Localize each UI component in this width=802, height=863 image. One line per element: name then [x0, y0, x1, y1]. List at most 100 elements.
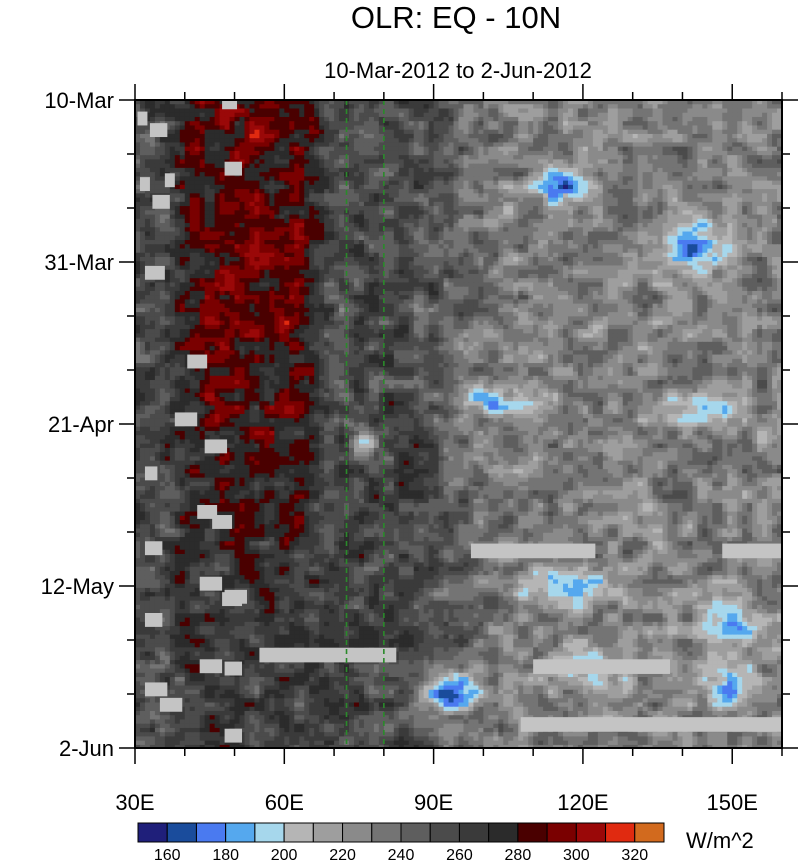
- heatmap-cell: [757, 151, 763, 156]
- heatmap-cell: [274, 219, 280, 224]
- heatmap-cell: [384, 219, 390, 224]
- heatmap-cell: [384, 261, 390, 266]
- heatmap-cell: [215, 121, 221, 126]
- heatmap-cell: [568, 198, 574, 203]
- heatmap-cell: [677, 142, 683, 147]
- heatmap-cell: [677, 185, 683, 190]
- heatmap-cell: [220, 219, 226, 224]
- heatmap-cell: [324, 198, 330, 203]
- heatmap-cell: [658, 206, 664, 211]
- heatmap-cell: [279, 223, 285, 228]
- heatmap-cell: [459, 244, 465, 249]
- heatmap-cell: [742, 193, 748, 198]
- heatmap-cell: [274, 206, 280, 211]
- heatmap-cell: [354, 147, 360, 152]
- heatmap-cell: [687, 193, 693, 198]
- heatmap-cell: [463, 108, 469, 113]
- heatmap-cell: [677, 253, 683, 258]
- heatmap-cell: [668, 147, 674, 152]
- heatmap-cell: [160, 223, 166, 228]
- heatmap-cell: [722, 117, 728, 122]
- heatmap-cell: [394, 240, 400, 245]
- heatmap-cell: [583, 198, 589, 203]
- heatmap-cell: [523, 244, 529, 249]
- heatmap-cell: [648, 210, 654, 215]
- heatmap-cell: [503, 202, 509, 207]
- heatmap-cell: [697, 210, 703, 215]
- heatmap-cell: [513, 147, 519, 152]
- heatmap-cell: [190, 168, 196, 173]
- heatmap-cell: [294, 227, 300, 232]
- heatmap-cell: [737, 155, 743, 160]
- heatmap-cell: [384, 257, 390, 262]
- heatmap-cell: [200, 155, 206, 160]
- heatmap-cell: [429, 138, 435, 143]
- heatmap-cell: [200, 223, 206, 228]
- heatmap-cell: [439, 130, 445, 135]
- heatmap-cell: [702, 227, 708, 232]
- heatmap-cell: [424, 138, 430, 143]
- heatmap-cell: [648, 189, 654, 194]
- heatmap-cell: [553, 206, 559, 211]
- heatmap-cell: [498, 215, 504, 220]
- heatmap-cell: [762, 257, 768, 262]
- heatmap-cell: [623, 249, 629, 254]
- heatmap-cell: [185, 223, 191, 228]
- heatmap-cell: [593, 108, 599, 113]
- heatmap-cell: [762, 185, 768, 190]
- heatmap-cell: [518, 164, 524, 169]
- heatmap-cell: [673, 257, 679, 262]
- heatmap-cell: [369, 113, 375, 118]
- heatmap-cell: [155, 138, 161, 143]
- heatmap-cell: [235, 215, 241, 220]
- heatmap-cell: [284, 117, 290, 122]
- heatmap-cell: [429, 193, 435, 198]
- heatmap-cell: [673, 159, 679, 164]
- heatmap-cell: [752, 257, 758, 262]
- heatmap-cell: [463, 134, 469, 139]
- heatmap-cell: [269, 249, 275, 254]
- heatmap-cell: [498, 206, 504, 211]
- heatmap-cell: [419, 249, 425, 254]
- heatmap-cell: [399, 202, 405, 207]
- heatmap-cell: [628, 117, 634, 122]
- heatmap-cell: [240, 117, 246, 122]
- heatmap-cell: [175, 176, 181, 181]
- heatmap-cell: [314, 210, 320, 215]
- heatmap-cell: [682, 147, 688, 152]
- heatmap-cell: [215, 104, 221, 109]
- heatmap-cell: [648, 172, 654, 177]
- heatmap-cell: [722, 236, 728, 241]
- heatmap-cell: [593, 121, 599, 126]
- heatmap-cell: [175, 108, 181, 113]
- heatmap-cell: [394, 189, 400, 194]
- heatmap-cell: [409, 189, 415, 194]
- heatmap-cell: [394, 151, 400, 156]
- heatmap-cell: [240, 253, 246, 258]
- heatmap-cell: [578, 223, 584, 228]
- heatmap-cell: [145, 130, 151, 135]
- heatmap-cell: [289, 113, 295, 118]
- heatmap-cell: [240, 261, 246, 266]
- heatmap-cell: [697, 181, 703, 186]
- heatmap-cell: [707, 240, 713, 245]
- heatmap-cell: [483, 176, 489, 181]
- heatmap-cell: [603, 159, 609, 164]
- heatmap-cell: [573, 125, 579, 130]
- heatmap-cell: [319, 159, 325, 164]
- heatmap-cell: [304, 236, 310, 241]
- heatmap-cell: [483, 244, 489, 249]
- heatmap-cell: [752, 113, 758, 118]
- heatmap-cell: [254, 232, 260, 237]
- heatmap-cell: [314, 244, 320, 249]
- heatmap-cell: [663, 244, 669, 249]
- heatmap-cell: [389, 240, 395, 245]
- heatmap-cell: [543, 113, 549, 118]
- heatmap-cell: [663, 202, 669, 207]
- heatmap-cell: [712, 164, 718, 169]
- heatmap-cell: [225, 206, 231, 211]
- heatmap-cell: [533, 134, 539, 139]
- heatmap-cell: [613, 151, 619, 156]
- heatmap-cell: [717, 215, 723, 220]
- heatmap-cell: [628, 202, 634, 207]
